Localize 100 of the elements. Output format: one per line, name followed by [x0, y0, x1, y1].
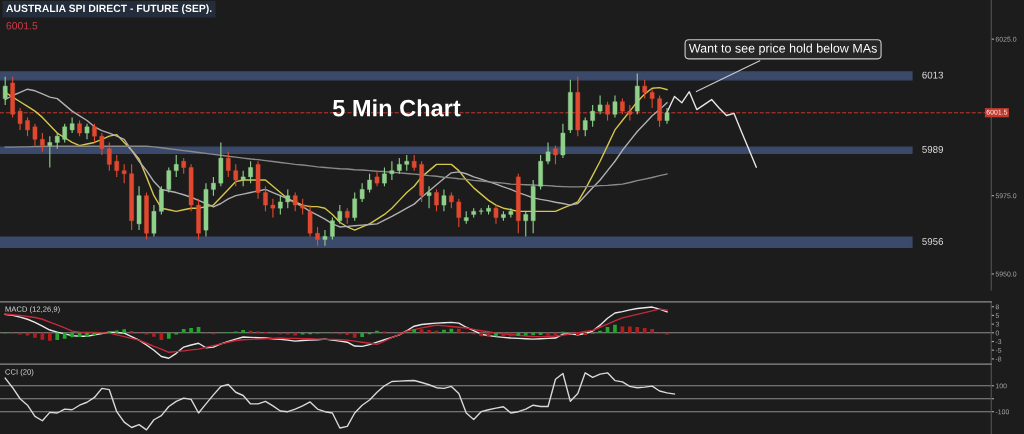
bar	[412, 329, 417, 333]
candlestick	[159, 185, 164, 216]
bar	[62, 332, 67, 339]
bar	[114, 330, 119, 333]
candlestick	[278, 195, 283, 216]
candlestick	[151, 204, 157, 237]
bar	[456, 328, 461, 333]
bar	[25, 332, 30, 336]
bar	[166, 332, 171, 339]
bar	[55, 332, 60, 341]
bar	[650, 328, 654, 333]
bar	[583, 332, 588, 335]
bar	[427, 330, 431, 333]
text: 6001.5	[6, 22, 38, 30]
line-series	[4, 308, 668, 353]
bar	[375, 330, 379, 333]
candlestick	[107, 141, 112, 172]
candlestick	[441, 188, 447, 212]
candlestick	[99, 132, 105, 156]
bar	[442, 329, 446, 333]
bar	[47, 332, 52, 341]
candlestick	[40, 132, 45, 153]
candlestick	[649, 88, 655, 109]
candlestick	[233, 163, 239, 187]
candlestick	[114, 154, 120, 178]
bar	[33, 332, 37, 338]
bar	[509, 332, 513, 337]
bar	[152, 332, 156, 337]
band-label: 6013	[922, 71, 944, 79]
bar	[523, 332, 528, 336]
candlestick	[292, 191, 298, 212]
candlestick	[263, 185, 268, 212]
bar	[352, 332, 357, 338]
candlestick	[359, 182, 365, 203]
candlestick	[173, 154, 179, 178]
candlestick	[92, 123, 97, 144]
candlestick	[226, 151, 231, 178]
candlestick	[367, 173, 372, 194]
candlestick	[456, 198, 462, 228]
bar	[613, 324, 617, 333]
candlestick	[25, 116, 30, 137]
bar	[494, 332, 498, 337]
candlestick	[322, 229, 328, 247]
candlestick	[493, 204, 499, 225]
candlestick	[590, 104, 595, 128]
chart-title: AUSTRALIA SPI DIRECT - FUTURE (SEP).	[6, 4, 212, 15]
bar	[635, 326, 640, 333]
candlestick	[582, 116, 588, 137]
bar	[70, 332, 74, 338]
candlestick	[434, 188, 439, 212]
candlestick	[17, 107, 23, 131]
band-label: 5989	[922, 146, 944, 153]
candlestick	[270, 198, 276, 219]
candlestick	[560, 123, 566, 159]
bar	[293, 332, 298, 336]
candlestick	[352, 191, 357, 222]
candlestick	[285, 188, 291, 209]
bar	[189, 327, 193, 333]
bar	[419, 329, 424, 333]
annotation: Want to see price hold below MAs	[688, 43, 877, 56]
candlestick	[612, 94, 618, 118]
candlestick	[248, 160, 253, 184]
candlestick	[597, 94, 603, 115]
bar	[598, 330, 602, 333]
candlestick	[330, 217, 335, 241]
candlestick	[605, 101, 610, 122]
candlestick	[426, 185, 432, 209]
bar	[479, 332, 483, 337]
candlestick	[307, 204, 313, 237]
bar	[85, 332, 89, 337]
annotation: 5 Min Chart	[332, 99, 461, 117]
bar	[241, 330, 246, 333]
bar	[575, 332, 580, 335]
candlestick	[315, 226, 320, 247]
candlestick	[2, 76, 8, 106]
line-series	[666, 91, 757, 168]
bar	[122, 329, 127, 333]
candlestick	[166, 166, 172, 194]
candlestick	[62, 123, 67, 144]
candlestick	[523, 210, 529, 237]
bar	[181, 328, 186, 333]
bar	[642, 327, 647, 333]
bar	[546, 332, 550, 335]
candlestick	[657, 94, 662, 128]
candlestick	[32, 123, 38, 147]
candlestick	[337, 204, 343, 225]
candlestick	[211, 176, 216, 197]
candlestick	[47, 135, 53, 169]
bar	[516, 332, 521, 336]
candlestick	[478, 207, 484, 216]
bar	[345, 332, 350, 335]
bar	[360, 332, 364, 337]
band-label: 5956	[922, 238, 944, 245]
bar	[627, 326, 632, 333]
candlestick	[642, 79, 647, 100]
candlestick	[69, 116, 75, 134]
candlestick	[121, 163, 127, 184]
candlestick	[382, 166, 387, 187]
candlestick	[389, 160, 395, 181]
candlestick	[508, 207, 514, 219]
